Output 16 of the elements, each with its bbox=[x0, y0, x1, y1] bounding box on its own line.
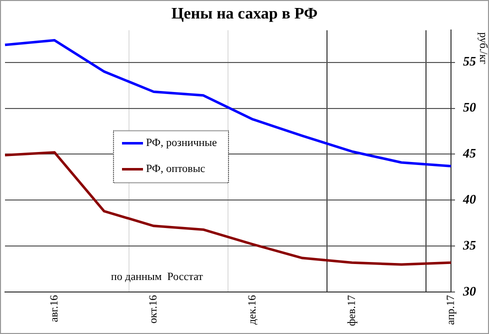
y-tick-label: 45 bbox=[462, 146, 476, 161]
legend-label: РФ, оптовыс bbox=[146, 163, 206, 176]
y-tick-label: 50 bbox=[463, 100, 476, 115]
y-tick-label: 35 bbox=[462, 237, 476, 252]
y-axis-title: руб./кг bbox=[477, 32, 489, 65]
x-tick-label: фев.17 bbox=[346, 294, 358, 326]
chart-title: Цены на сахар в РФ bbox=[171, 6, 318, 23]
y-tick-label: 55 bbox=[463, 54, 476, 69]
x-tick-label: окт.16 bbox=[148, 294, 160, 324]
legend-label: РФ, розничные bbox=[146, 137, 218, 150]
x-tick-label: авг.16 bbox=[48, 294, 60, 322]
x-tick-label: дек.16 bbox=[246, 294, 259, 325]
annotation: по данным Росстат bbox=[111, 271, 204, 284]
y-tick-label: 30 bbox=[462, 283, 476, 298]
x-tick-label: апр.17 bbox=[444, 294, 457, 325]
y-tick-label: 40 bbox=[462, 192, 476, 207]
